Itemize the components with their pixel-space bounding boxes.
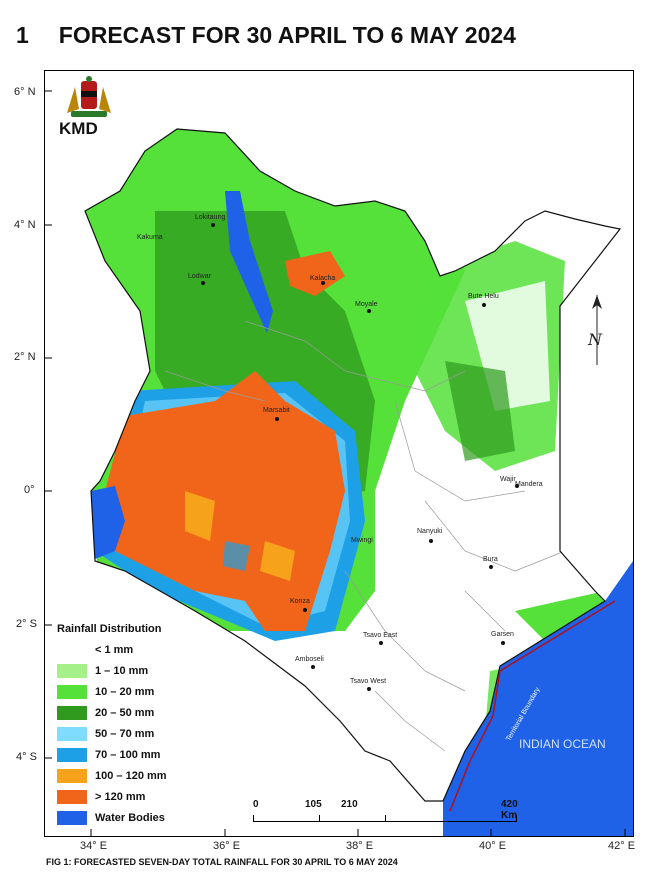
town-dot bbox=[429, 539, 433, 543]
town-dot bbox=[367, 687, 371, 691]
town-dot bbox=[201, 281, 205, 285]
heading-number: 1 bbox=[16, 22, 29, 48]
legend-item: < 1 mm bbox=[57, 639, 167, 660]
town-label: Mwingi bbox=[351, 537, 373, 544]
rainfall-map bbox=[45, 90, 633, 836]
svg-text:N: N bbox=[587, 330, 603, 349]
legend-swatch bbox=[57, 747, 87, 762]
legend-label: Water Bodies bbox=[95, 811, 165, 824]
legend-label: 1 – 10 mm bbox=[95, 664, 149, 677]
town-label: Marsabit bbox=[263, 407, 290, 414]
town-dot bbox=[515, 484, 519, 488]
lat-label-4n: 4° N bbox=[14, 219, 36, 231]
town-label: Mandera bbox=[515, 481, 543, 488]
lat-label-2n: 2° N bbox=[14, 351, 36, 363]
scale-bar: 0 105 210 420 Km bbox=[253, 799, 518, 822]
town-label: Lokitaung bbox=[195, 214, 226, 221]
legend-label: 50 – 70 mm bbox=[95, 727, 155, 740]
legend-title: Rainfall Distribution bbox=[57, 623, 162, 635]
town-label: Wajir bbox=[500, 476, 516, 483]
indian-ocean-label: INDIAN OCEAN bbox=[519, 737, 606, 751]
town-label: Tsavo East bbox=[363, 632, 398, 639]
legend-swatch bbox=[57, 810, 87, 825]
town-label: Bura bbox=[483, 556, 498, 563]
scale-tick-label: 0 bbox=[253, 799, 259, 810]
town-dot bbox=[482, 303, 486, 307]
town-dot bbox=[211, 223, 215, 227]
lat-label-0: 0° bbox=[24, 484, 35, 496]
legend-label: > 120 mm bbox=[95, 790, 146, 803]
legend-swatch bbox=[57, 789, 87, 804]
legend-label: 70 – 100 mm bbox=[95, 748, 161, 761]
lon-label-40e: 40° E bbox=[479, 840, 507, 852]
legend-item: 1 – 10 mm bbox=[57, 660, 167, 681]
heading-title: FORECAST FOR 30 APRIL TO 6 MAY 2024 bbox=[58, 22, 516, 48]
territorial-boundary-line bbox=[449, 600, 616, 812]
legend-label: < 1 mm bbox=[95, 643, 134, 656]
town-dot bbox=[321, 281, 325, 285]
legend-item: 20 – 50 mm bbox=[57, 702, 167, 723]
kenya-border bbox=[84, 128, 622, 802]
legend-swatch bbox=[57, 684, 87, 699]
town-label: Nanyuki bbox=[417, 528, 443, 535]
town-dot bbox=[275, 417, 279, 421]
town-label: Lodwar bbox=[188, 273, 211, 280]
legend-swatch bbox=[57, 768, 87, 783]
kmd-logo-text: KMD bbox=[59, 119, 98, 138]
lon-label-34e: 34° E bbox=[80, 840, 108, 852]
town-dot bbox=[489, 565, 493, 569]
town-dot bbox=[303, 608, 307, 612]
town-dot bbox=[311, 665, 315, 669]
legend-item: 100 – 120 mm bbox=[57, 765, 167, 786]
map-frame: KMD Lokitaung Kakuma Lodwar Kalacha Moya… bbox=[44, 70, 634, 837]
scale-tick-label: 420 Km bbox=[501, 799, 518, 821]
town-label: Amboseli bbox=[295, 656, 324, 663]
legend-label: 100 – 120 mm bbox=[95, 769, 167, 782]
rainfall-legend: Rainfall Distribution < 1 mm 1 – 10 mm 10 … bbox=[57, 623, 167, 828]
lat-label-4s: 4° S bbox=[16, 751, 37, 763]
scale-tick-label: 105 bbox=[305, 799, 322, 810]
town-label: Kakuma bbox=[137, 234, 163, 241]
scale-tick-label: 210 bbox=[341, 799, 358, 810]
lon-label-42e: 42° E bbox=[608, 840, 636, 852]
town-dot bbox=[379, 641, 383, 645]
legend-swatch bbox=[57, 705, 87, 720]
legend-swatch bbox=[57, 726, 87, 741]
lat-label-2s: 2° S bbox=[16, 618, 37, 630]
town-dot bbox=[501, 641, 505, 645]
town-label: Moyale bbox=[355, 301, 378, 308]
page-heading: 1 FORECAST FOR 30 APRIL TO 6 MAY 2024 bbox=[16, 22, 516, 49]
town-label: Tsavo West bbox=[350, 678, 387, 685]
legend-item: > 120 mm bbox=[57, 786, 167, 807]
town-label: Kalacha bbox=[310, 275, 336, 282]
town-dot bbox=[367, 309, 371, 313]
lat-label-6n: 6° N bbox=[14, 86, 36, 98]
town-label: Garsen bbox=[491, 631, 514, 638]
legend-label: 10 – 20 mm bbox=[95, 685, 155, 698]
legend-item: 10 – 20 mm bbox=[57, 681, 167, 702]
legend-item: 70 – 100 mm bbox=[57, 744, 167, 765]
kenya-coat-of-arms-logo bbox=[67, 76, 111, 117]
legend-item: 50 – 70 mm bbox=[57, 723, 167, 744]
north-arrow-icon: N bbox=[587, 295, 603, 365]
legend-label: 20 – 50 mm bbox=[95, 706, 155, 719]
lon-label-38e: 38° E bbox=[346, 840, 374, 852]
lon-label-36e: 36° E bbox=[213, 840, 241, 852]
town-label: Bute Helu bbox=[468, 293, 499, 300]
figure-caption: FIG 1: FORECASTED SEVEN-DAY TOTAL RAINFA… bbox=[46, 857, 398, 867]
town-label: Konza bbox=[290, 598, 310, 605]
legend-swatch bbox=[57, 663, 87, 678]
legend-item: Water Bodies bbox=[57, 807, 167, 828]
legend-swatch bbox=[57, 642, 87, 657]
indian-ocean bbox=[443, 561, 633, 836]
